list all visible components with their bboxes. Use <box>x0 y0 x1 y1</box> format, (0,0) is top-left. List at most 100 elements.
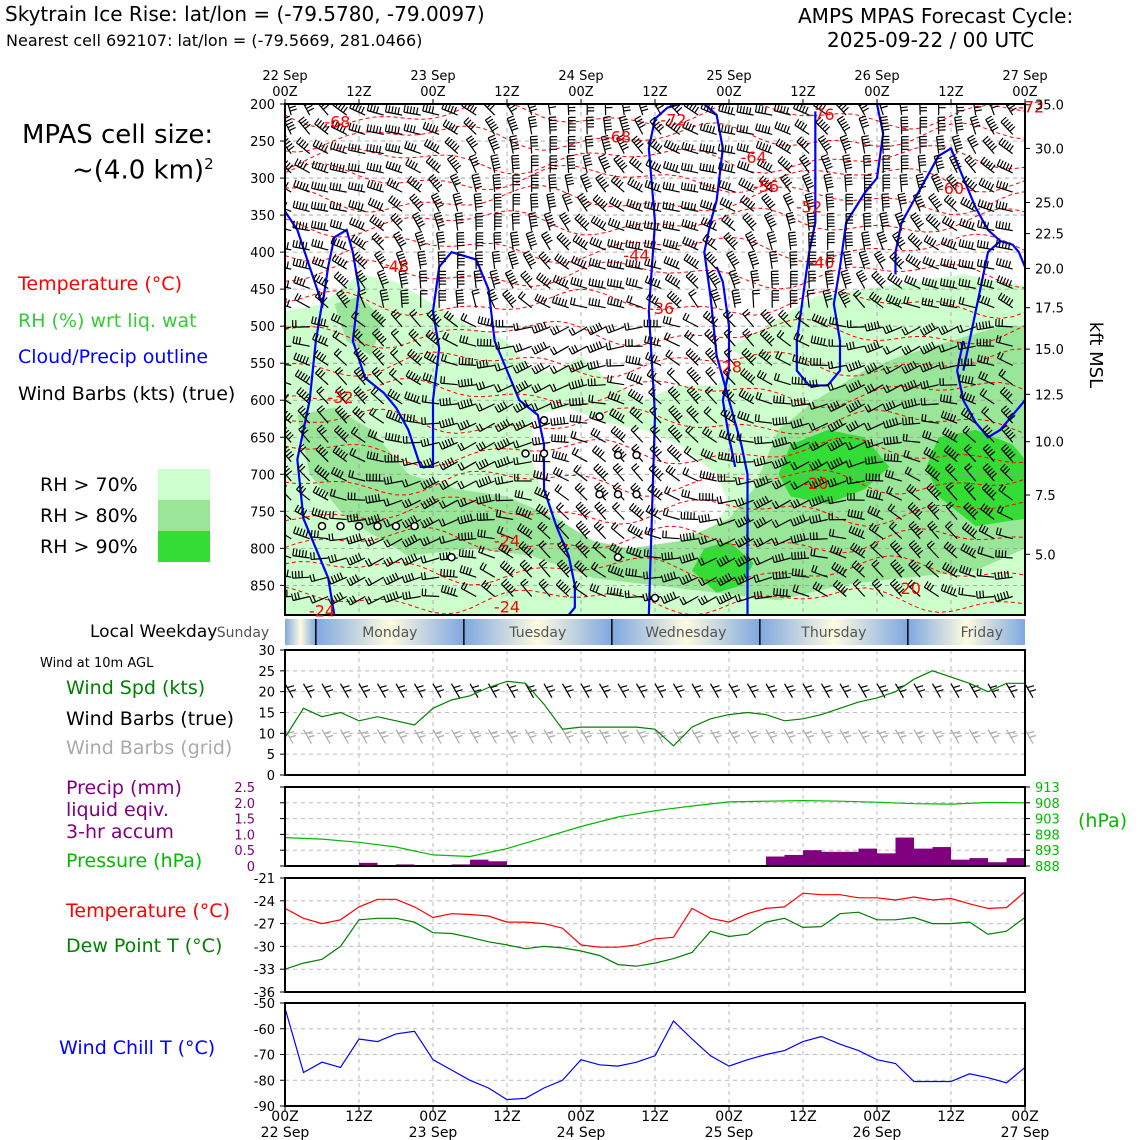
wind-barb <box>754 436 773 445</box>
wind-barb <box>688 289 699 309</box>
wind-barb <box>475 403 495 412</box>
wind-barb <box>627 523 644 540</box>
wind-barb <box>927 520 940 540</box>
precip-marker <box>354 521 364 531</box>
wind-barb <box>685 348 701 366</box>
wind-barb <box>853 289 866 309</box>
temperature-contour <box>285 586 1025 615</box>
wind-barb <box>364 536 384 547</box>
wind-barb <box>495 509 514 521</box>
wind-barb <box>960 407 977 424</box>
wind-barb <box>555 579 571 597</box>
wind-barb <box>823 173 834 193</box>
wind-barb <box>644 526 662 540</box>
wind-barb <box>960 543 977 559</box>
wind-barb <box>666 444 682 463</box>
wind-barb-grid <box>302 729 315 744</box>
wind-barb <box>549 399 569 410</box>
wind-barb <box>643 319 662 328</box>
wind-barb <box>333 425 349 443</box>
wind-barb-grid <box>598 729 611 744</box>
wind-barb <box>624 322 643 331</box>
wind-barb <box>590 561 607 578</box>
wind-barb <box>718 429 736 443</box>
wind-barb <box>964 482 977 501</box>
wind-barb <box>372 328 387 347</box>
wind-barb <box>868 522 884 540</box>
wind-barb <box>571 255 588 270</box>
wind-barb <box>314 464 330 482</box>
wind-barb <box>327 572 347 585</box>
wind-barb <box>808 251 817 270</box>
legend-temperature: Temperature (°C) <box>18 273 182 295</box>
wind-barb <box>796 136 810 155</box>
wind-barb <box>791 551 810 560</box>
wind-barb <box>662 201 680 212</box>
wind-barb <box>919 135 928 154</box>
wind-barb <box>680 162 699 174</box>
wind-barb <box>538 251 551 270</box>
wind-barb <box>517 291 533 309</box>
temp-panel-frame <box>284 877 1026 993</box>
wind-barb <box>349 217 366 232</box>
wind-barb <box>588 257 606 270</box>
wind-barb <box>809 379 828 388</box>
wind-barb <box>994 570 1013 580</box>
wind-barb <box>348 469 366 482</box>
temp-y-tick-label: -36 <box>254 986 275 1001</box>
wind-barb <box>625 239 643 251</box>
wind-barb <box>891 231 906 251</box>
wind-barb <box>826 212 835 231</box>
wind-barb <box>512 193 521 212</box>
wind-barb <box>684 330 699 347</box>
wind-barb-true <box>469 683 482 698</box>
wind-barb <box>790 480 810 490</box>
wind-barb <box>771 537 791 547</box>
precip-marker <box>336 521 345 531</box>
wind-barb <box>386 178 403 193</box>
wind-barb <box>999 386 1014 405</box>
wind-barb <box>763 211 777 231</box>
wind-barb <box>698 513 717 523</box>
wind-barb <box>737 160 754 174</box>
wind-barb <box>825 193 835 212</box>
precip-bar <box>1006 858 1025 866</box>
top-axis-hour-label: 12Z <box>642 85 668 100</box>
wind-barb <box>820 153 833 174</box>
kft-tick-label: 22.5 <box>1035 228 1064 243</box>
wind-barb <box>457 441 477 452</box>
wind-barb <box>949 153 962 174</box>
wind-barb <box>390 347 403 366</box>
wind-barb-grid <box>524 729 537 744</box>
wind-barb <box>606 278 625 289</box>
wind-barb <box>879 212 890 231</box>
wind-barb <box>736 432 754 443</box>
wind-barb <box>661 551 680 561</box>
wind-barb-true <box>654 683 667 698</box>
wind-barb <box>920 397 939 406</box>
wind-barb <box>586 116 595 135</box>
wind-barb <box>519 559 533 578</box>
wind-barb <box>734 594 754 603</box>
pressure-tick-label: 550 <box>250 357 275 372</box>
wind-barb <box>475 441 495 452</box>
wind-barb <box>333 348 348 366</box>
wind-barb <box>421 394 440 405</box>
wind-barb <box>682 467 699 482</box>
wind-barb <box>528 115 538 135</box>
wind-barb <box>951 134 963 154</box>
wind-barb <box>964 463 977 482</box>
wind-barb <box>726 250 740 270</box>
wind-barb-true <box>672 683 685 698</box>
wind-barb <box>770 270 780 289</box>
wind-panel-frame <box>284 649 1026 776</box>
wind-barb <box>311 507 329 521</box>
wind-barb <box>402 591 421 600</box>
wind-barb <box>575 501 591 520</box>
wind-barb <box>722 309 736 328</box>
cloud-outline <box>962 240 1002 371</box>
wind-barb <box>938 104 946 116</box>
wind-barb <box>512 343 532 353</box>
wind-barb <box>631 135 644 154</box>
wind-barb <box>548 174 557 193</box>
